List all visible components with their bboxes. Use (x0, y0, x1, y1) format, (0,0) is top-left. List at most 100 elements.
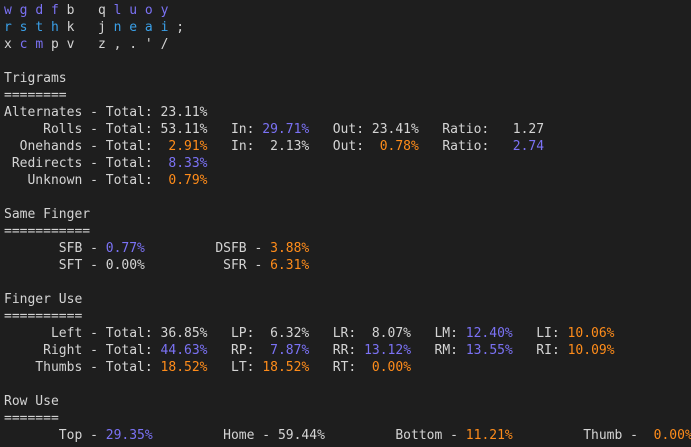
terminal-text: =========== (4, 224, 91, 239)
terminal-text: t (35, 20, 44, 35)
terminal-text (153, 20, 161, 35)
terminal-text: r (4, 20, 12, 35)
terminal-text: x (4, 37, 12, 52)
terminal-text: y (160, 3, 169, 18)
terminal-text: . (129, 37, 138, 52)
terminal-text: ' (144, 37, 153, 52)
terminal-text: f (50, 3, 59, 18)
terminal-text: ======== (4, 88, 67, 103)
terminal-text: i (160, 20, 169, 35)
terminal-line: ======== (4, 87, 691, 104)
terminal-text: h (50, 20, 59, 35)
terminal-text: 0.78% (379, 139, 419, 154)
terminal-line: Rolls - Total: 53.11% In: 29.71% Out: 23… (4, 121, 691, 138)
terminal-text: 10.06% (567, 326, 615, 341)
terminal-text: 0.00% (653, 428, 691, 443)
terminal-line: SFB - 0.77% DSFB - 3.88% (4, 240, 691, 257)
terminal-text: 7.87% (270, 343, 310, 358)
terminal-text: s (19, 20, 28, 35)
terminal-text: 12.40% (465, 326, 513, 341)
terminal-text: c (19, 37, 28, 52)
terminal-text: Redirects - Total: (4, 156, 169, 171)
terminal-text: g (19, 3, 28, 18)
terminal-text: Onehands - Total: (4, 139, 169, 154)
terminal-text: u (129, 3, 138, 18)
terminal-text: n (113, 20, 122, 35)
terminal-text: Row Use (4, 394, 59, 409)
terminal-text: p (50, 37, 59, 52)
terminal-line: r s t h k j n e a i ; (4, 19, 691, 36)
terminal-text: Unknown - Total: (4, 173, 169, 188)
terminal-text: 18.52% (262, 360, 310, 375)
terminal-text (74, 20, 97, 35)
terminal-text (106, 20, 114, 35)
terminal-line: Trigrams (4, 70, 691, 87)
terminal-line: Top - 29.35% Home - 59.44% Bottom - 11.2… (4, 427, 691, 444)
terminal-text (12, 20, 20, 35)
terminal-line: Unknown - Total: 0.79% (4, 172, 691, 189)
terminal-text (106, 37, 114, 52)
terminal-text: Finger Use (4, 292, 83, 307)
terminal-text (12, 37, 20, 52)
terminal-text: Top - (4, 428, 106, 443)
terminal-text: RR: (309, 343, 365, 358)
terminal-text: 2.74 (512, 139, 545, 154)
terminal-line: Left - Total: 36.85% LP: 6.32% LR: 8.07%… (4, 325, 691, 342)
terminal-line: Alternates - Total: 23.11% (4, 104, 691, 121)
terminal-text: ; (176, 20, 185, 35)
terminal-text: 2.91% (168, 139, 208, 154)
terminal-text: 11.21% (465, 428, 513, 443)
terminal-text: Right - Total: (4, 343, 161, 358)
terminal-text: j (97, 20, 106, 35)
terminal-text: 29.71% (262, 122, 310, 137)
terminal-text: 0.00% (371, 360, 412, 375)
terminal-line: Same Finger (4, 206, 691, 223)
terminal-text: k (66, 20, 75, 35)
terminal-text: b (66, 3, 75, 18)
terminal-text: q (97, 3, 106, 18)
terminal-text: In: 2.13% Out: (207, 139, 380, 154)
terminal-text (43, 37, 51, 52)
terminal-line: Thumbs - Total: 18.52% LT: 18.52% RT: 0.… (4, 359, 691, 376)
terminal-text: o (144, 3, 153, 18)
terminal-text: 44.63% (160, 343, 208, 358)
terminal-text: z (97, 37, 106, 52)
terminal-line: Onehands - Total: 2.91% In: 2.13% Out: 0… (4, 138, 691, 155)
terminal-text (59, 20, 67, 35)
terminal-line (4, 53, 691, 70)
terminal-text: d (35, 3, 44, 18)
terminal-text: , (113, 37, 122, 52)
terminal-text: DSFB - (144, 241, 271, 256)
terminal-text: a (144, 20, 153, 35)
terminal-text: 6.31% (270, 258, 310, 273)
terminal-text: e (129, 20, 138, 35)
terminal-text (59, 37, 67, 52)
terminal-line (4, 274, 691, 291)
terminal-text: 29.35% (105, 428, 153, 443)
terminal-text: v (66, 37, 75, 52)
terminal-text: LI: (512, 326, 568, 341)
terminal-text: Ratio: (418, 139, 513, 154)
terminal-text: RM: (411, 343, 466, 358)
terminal-line (4, 376, 691, 393)
terminal-line: Row Use (4, 393, 691, 410)
terminal-line (4, 189, 691, 206)
terminal-text: 3.88% (270, 241, 310, 256)
terminal-line: x c m p v z , . ' / (4, 36, 691, 53)
terminal-text (74, 3, 97, 18)
terminal-text: / (160, 37, 169, 52)
terminal-text: SFB - (4, 241, 106, 256)
terminal-line: Finger Use (4, 291, 691, 308)
terminal-text: 13.12% (364, 343, 412, 358)
terminal-text: Home - 59.44% Bottom - (152, 428, 466, 443)
terminal-text: 18.52% (160, 360, 208, 375)
terminal-text: Rolls - Total: 53.11% In: (4, 122, 263, 137)
terminal-text (59, 3, 67, 18)
terminal-text: w (4, 3, 12, 18)
terminal-text (153, 3, 161, 18)
terminal-text (12, 3, 20, 18)
terminal-text (153, 37, 161, 52)
terminal-text: ======= (4, 411, 59, 426)
terminal-text: Out: 23.41% Ratio: 1.27 (309, 122, 545, 137)
